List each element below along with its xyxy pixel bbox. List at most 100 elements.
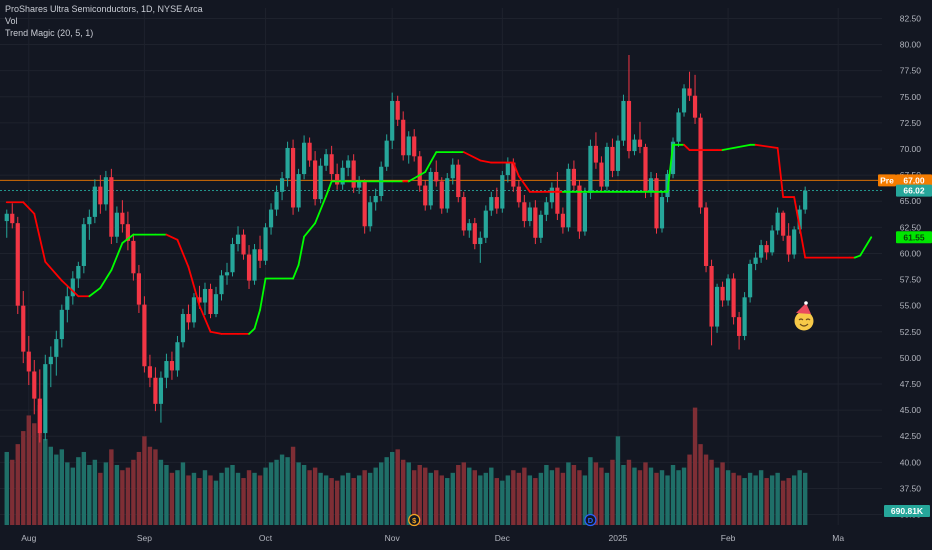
candle-body	[384, 140, 389, 167]
time-axis[interactable]: Aug Sep Oct Nov Dec 2025 Feb Ma	[21, 533, 844, 543]
volume-bar	[659, 470, 665, 525]
volume-bar	[725, 470, 731, 525]
candle-body	[676, 112, 681, 142]
candle-body	[417, 156, 422, 186]
volume-bar	[665, 475, 670, 525]
candle-body	[186, 314, 191, 323]
candle-body	[725, 278, 731, 301]
volume-bar	[654, 472, 659, 525]
candle-body	[560, 213, 565, 228]
volume-tag: 690.81K	[884, 505, 930, 517]
volume-bar	[312, 467, 318, 525]
volume-bar	[500, 480, 505, 525]
candle-body	[362, 181, 367, 227]
volume-bar	[81, 451, 87, 525]
volume-bar	[549, 470, 555, 525]
volume-bar	[544, 465, 549, 525]
candle-body	[737, 317, 742, 336]
candle-body	[324, 154, 329, 166]
candle-body	[224, 272, 230, 276]
candle-body	[621, 100, 626, 141]
candle-body	[731, 278, 736, 318]
candle-body	[555, 187, 560, 214]
candle-body	[202, 288, 208, 303]
trend-segment	[462, 151, 482, 162]
volume-bar	[37, 405, 42, 525]
emoji-sticker	[794, 301, 814, 331]
y-tick-label: 62.50	[900, 222, 922, 232]
candle-body	[175, 342, 180, 371]
volume-bar	[615, 436, 621, 525]
candle-body	[279, 178, 285, 192]
candle-body	[92, 186, 97, 217]
volume-bar	[92, 459, 98, 525]
candle-body	[401, 119, 406, 156]
y-tick-label: 77.50	[900, 66, 922, 76]
volume-bar	[775, 472, 780, 525]
y-tick-label: 72.50	[900, 118, 922, 128]
volume-bar	[714, 467, 720, 525]
volume-bar	[4, 451, 9, 525]
candle-body	[246, 254, 252, 281]
volume-bar	[648, 467, 654, 525]
candle-body	[368, 202, 373, 227]
volume-bar	[21, 431, 26, 525]
trend-segment	[248, 327, 256, 335]
candle-body	[197, 297, 202, 303]
candle-body	[478, 237, 483, 245]
volume-bar	[472, 470, 477, 525]
candle-body	[461, 197, 466, 231]
volume-bar	[384, 457, 389, 525]
dividend-marker-icon: $	[408, 513, 421, 527]
tag-box	[896, 184, 932, 197]
volume-bar	[494, 478, 500, 525]
volume-bar	[246, 470, 252, 525]
volume-bar	[610, 459, 615, 525]
candle-body	[169, 361, 175, 371]
volume-bar	[505, 475, 511, 525]
candle-body	[654, 178, 659, 229]
candle-body	[472, 223, 477, 245]
volume-bar	[593, 462, 599, 525]
volume-legend-label[interactable]: Vol	[5, 16, 18, 26]
emoji-mouth	[799, 323, 809, 327]
candle-body	[533, 207, 538, 238]
candle-body	[582, 192, 588, 232]
candle-body	[626, 100, 632, 152]
y-tick-label: 65.00	[900, 196, 922, 206]
emoji-hat-pom	[804, 301, 808, 305]
tag-box	[896, 231, 932, 244]
volume-bar	[318, 472, 323, 525]
trend-segment	[754, 143, 779, 149]
trend-segment	[325, 180, 333, 197]
volume-bar	[131, 459, 136, 525]
trend-segment	[22, 201, 36, 215]
symbol-title[interactable]: ProShares Ultra Semiconductors, 1D, NYSE…	[5, 4, 203, 14]
volume-bar	[747, 472, 753, 525]
candle-body	[505, 162, 510, 176]
volume-bar	[186, 475, 191, 525]
candle-body	[313, 160, 318, 200]
candle-body	[759, 245, 764, 258]
volume-bar	[356, 475, 362, 525]
candle-body	[775, 212, 780, 231]
trend-segment	[33, 212, 47, 263]
candle-body	[131, 240, 136, 274]
trend-segment	[253, 308, 261, 330]
candle-body	[307, 142, 312, 161]
candle-body	[285, 147, 290, 179]
trend-segment	[297, 235, 305, 266]
x-tick-label: Feb	[721, 533, 736, 543]
volume-bar	[76, 457, 81, 525]
indicator-legend-label[interactable]: Trend Magic (20, 5, 1)	[5, 28, 94, 38]
candle-body	[709, 265, 714, 327]
trend-segment	[121, 233, 135, 244]
volume-bar	[279, 454, 285, 525]
volume-bar	[632, 467, 637, 525]
candle-body	[87, 216, 92, 225]
candle-body	[764, 245, 769, 253]
candle-body	[191, 297, 197, 323]
volume-bar	[158, 459, 164, 525]
volume-bar	[257, 475, 263, 525]
